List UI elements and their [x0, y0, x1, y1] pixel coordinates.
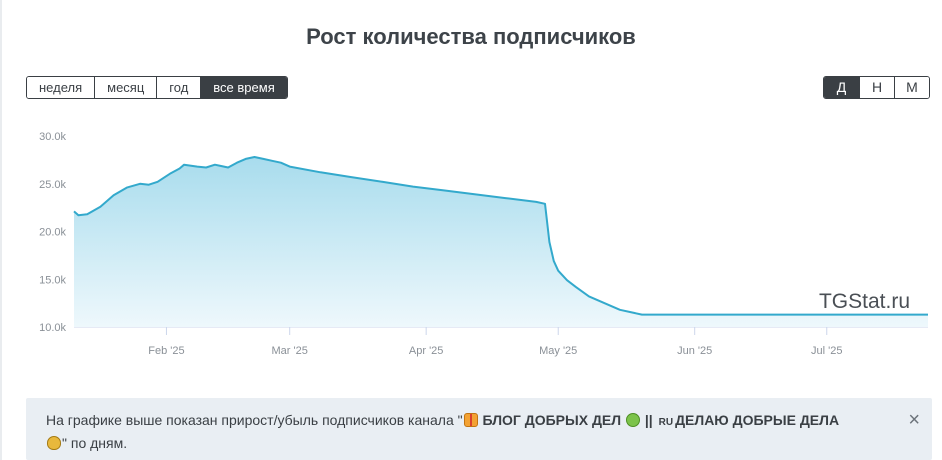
ru-badge-icon: RU	[658, 417, 674, 428]
close-icon[interactable]: ×	[908, 409, 920, 431]
granularity-month-button[interactable]: М	[894, 77, 929, 98]
money-bag-icon	[47, 436, 61, 450]
granularity-week-button[interactable]: Н	[859, 77, 894, 98]
x-tick-label: May '25	[539, 345, 577, 357]
y-tick-label: 10.0k	[39, 322, 66, 334]
y-axis: 10.0k 15.0k 20.0k 25.0k 30.0k	[39, 131, 66, 334]
info-banner: На графике выше показан прирост/убыль по…	[26, 398, 932, 460]
series-line	[73, 156, 928, 316]
watermark-text: TGStat.ru	[819, 290, 910, 313]
channel-name-part1: БЛОГ ДОБРЫХ ДЕЛ	[482, 412, 622, 428]
channel-separator: ||	[644, 412, 653, 428]
y-tick-label: 20.0k	[39, 227, 66, 239]
money-face-icon	[625, 413, 640, 427]
info-prefix: На графике выше показан прирост/убыль по…	[46, 412, 463, 428]
gift-icon	[463, 413, 478, 427]
x-axis: Feb '25 Mar '25 Apr '25 May '25 Jun '25 Jul '…	[74, 326, 928, 357]
series-area	[74, 157, 928, 327]
x-tick-label: Apr '25	[409, 345, 444, 357]
range-button-group: неделя месяц год все время	[26, 76, 288, 99]
y-tick-label: 15.0k	[39, 274, 66, 286]
granularity-button-group: Д Н М	[823, 76, 930, 99]
x-tick-label: Jul '25	[811, 345, 842, 357]
range-year-button[interactable]: год	[156, 77, 201, 98]
info-suffix: " по дням.	[62, 435, 128, 451]
channel-name-part2: ДЕЛАЮ ДОБРЫЕ ДЕЛА	[675, 412, 840, 428]
x-tick-label: Mar '25	[272, 345, 308, 357]
range-week-button[interactable]: неделя	[27, 77, 95, 98]
y-tick-label: 30.0k	[39, 131, 66, 143]
x-tick-label: Jun '25	[677, 345, 712, 357]
granularity-day-button[interactable]: Д	[824, 77, 859, 98]
range-all-time-button[interactable]: все время	[200, 77, 287, 98]
x-tick-label: Feb '25	[148, 345, 184, 357]
range-month-button[interactable]: месяц	[94, 77, 157, 98]
subscribers-chart: 10.0k 15.0k 20.0k 25.0k 30.0k Feb '25 Mar '25…	[39, 131, 928, 357]
left-edge-border	[0, 0, 2, 460]
y-tick-label: 25.0k	[39, 179, 66, 191]
page-title: Рост количества подписчиков	[306, 24, 636, 49]
